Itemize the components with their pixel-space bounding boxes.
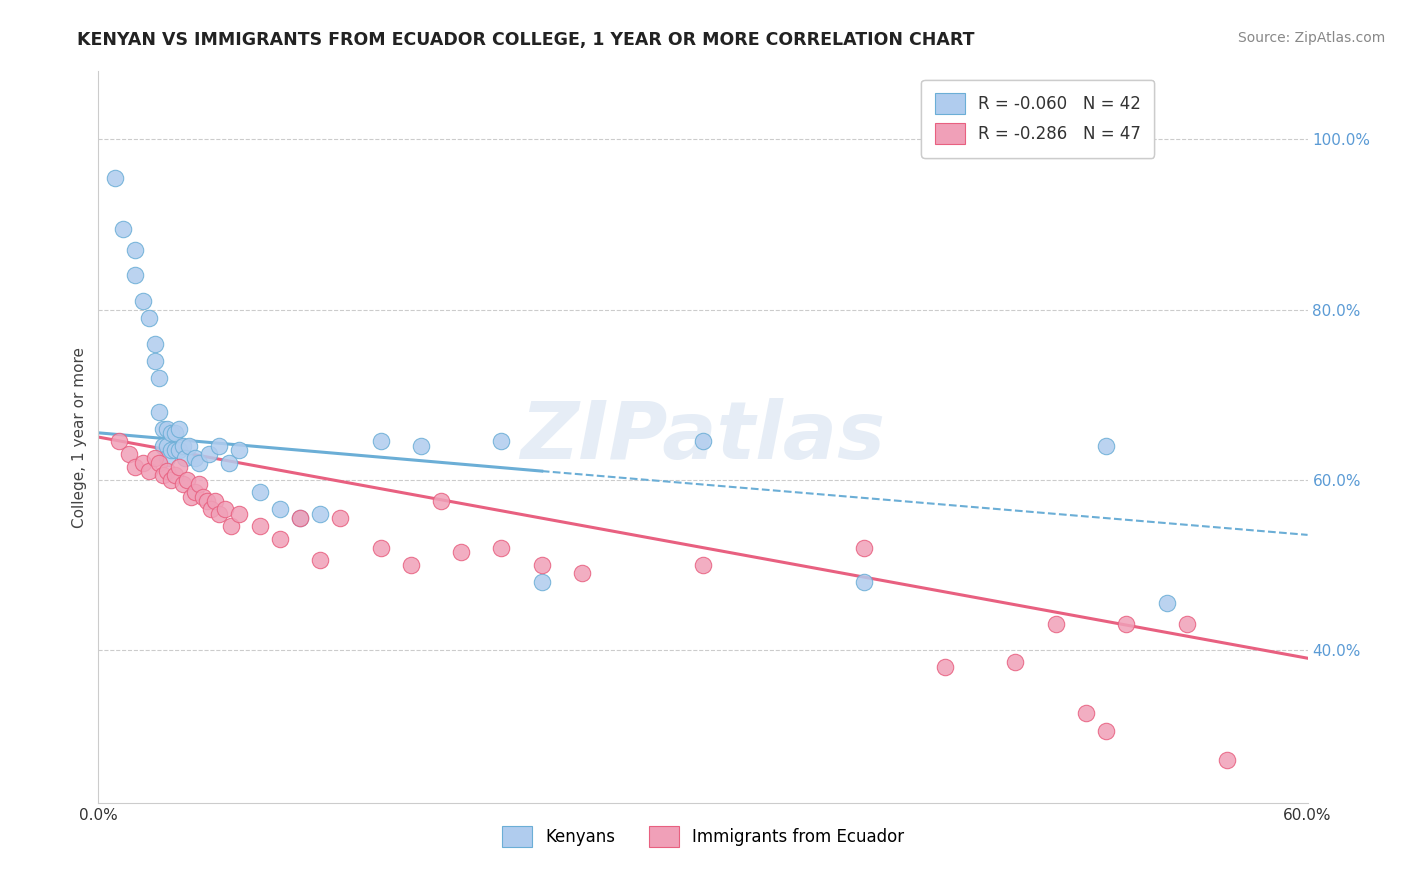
Point [430,494,453,508]
Point [163,425,186,440]
Point [1045,617,1067,632]
Point [184,485,207,500]
Point [156,451,179,466]
Text: KENYAN VS IMMIGRANTS FROM ECUADOR COLLEGE, 1 YEAR OR MORE CORRELATION CHART: KENYAN VS IMMIGRANTS FROM ECUADOR COLLEG… [77,31,974,49]
Point [1175,617,1198,632]
Point [188,476,211,491]
Point [370,434,392,449]
Point [160,425,183,440]
Point [118,447,141,461]
Point [148,456,170,470]
Point [156,421,179,435]
Point [1074,706,1097,721]
Point [184,451,207,466]
Point [409,439,432,453]
Point [148,404,170,418]
Point [107,434,129,449]
Point [152,468,174,483]
Point [188,456,211,470]
Point [692,434,714,449]
Point [221,519,243,533]
Point [1115,617,1137,632]
Point [172,476,194,491]
Point [156,464,179,478]
Point [204,494,226,508]
Point [208,439,231,453]
Point [934,659,956,673]
Point [208,507,231,521]
Legend: Kenyans, Immigrants from Ecuador: Kenyans, Immigrants from Ecuador [489,813,917,860]
Text: ZIPatlas: ZIPatlas [520,398,886,476]
Point [491,541,513,555]
Point [530,574,553,589]
Point [853,541,876,555]
Point [200,502,222,516]
Point [1095,439,1118,453]
Point [288,511,311,525]
Y-axis label: College, 1 year or more: College, 1 year or more [72,347,87,527]
Point [111,221,134,235]
Point [1156,596,1178,610]
Point [1216,753,1239,767]
Text: Source: ZipAtlas.com: Source: ZipAtlas.com [1237,31,1385,45]
Point [218,456,240,470]
Point [124,268,146,283]
Point [179,439,201,453]
Point [124,243,146,257]
Point [156,439,179,453]
Point [1004,656,1026,670]
Point [399,558,422,572]
Point [370,541,392,555]
Point [269,502,291,516]
Point [103,170,125,185]
Point [132,456,155,470]
Point [163,442,186,457]
Point [160,442,183,457]
Point [249,485,271,500]
Point [1095,723,1118,738]
Point [249,519,271,533]
Point [148,370,170,384]
Point [167,459,190,474]
Point [571,566,593,581]
Point [228,507,250,521]
Point [132,293,155,308]
Point [692,558,714,572]
Point [152,439,174,453]
Point [167,421,190,435]
Point [195,494,218,508]
Point [143,451,166,466]
Point [180,490,202,504]
Point [228,442,250,457]
Point [309,553,332,567]
Point [176,473,198,487]
Point [143,336,166,351]
Point [198,447,221,461]
Point [138,311,160,326]
Point [853,574,876,589]
Point [309,507,332,521]
Point [152,421,174,435]
Point [163,468,186,483]
Point [138,464,160,478]
Point [450,545,472,559]
Point [491,434,513,449]
Point [269,532,291,546]
Point [329,511,352,525]
Point [530,558,553,572]
Point [193,490,215,504]
Point [143,353,166,368]
Point [124,459,146,474]
Point [160,473,183,487]
Point [167,442,190,457]
Point [288,511,311,525]
Point [214,502,236,516]
Point [172,439,194,453]
Point [174,451,197,466]
